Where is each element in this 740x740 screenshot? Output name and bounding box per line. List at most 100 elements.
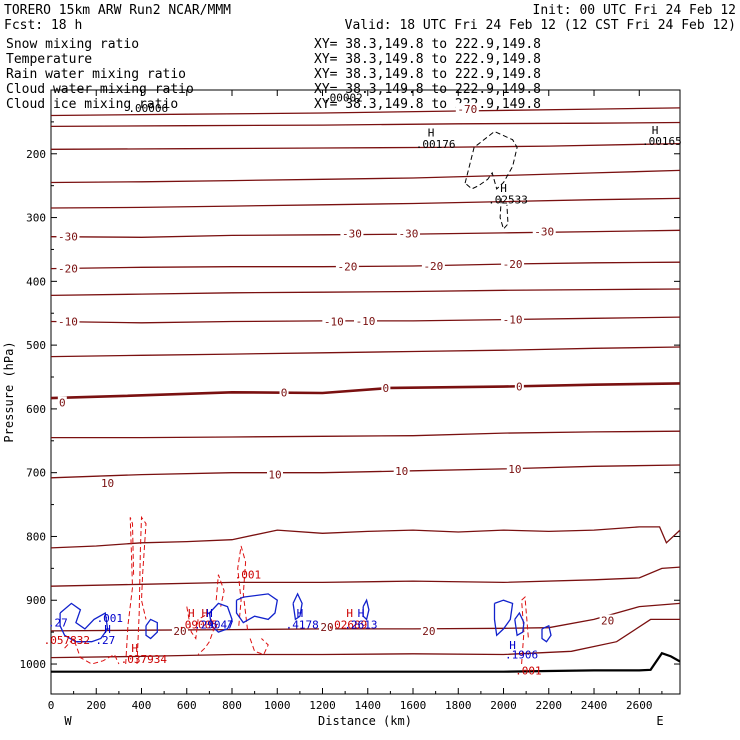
extremum-label: H xyxy=(104,623,111,636)
isotherm-label-bg xyxy=(57,396,67,408)
isotherm-label: 20 xyxy=(320,621,333,634)
y-tick-label: 500 xyxy=(26,339,46,352)
y-tick-label: 600 xyxy=(26,403,46,416)
isotherm-line xyxy=(50,169,681,184)
isotherm-label: 20 xyxy=(173,625,186,638)
extremum-label: .00006 xyxy=(128,102,168,115)
isotherm-label: 0 xyxy=(281,386,288,399)
isotherm-label-bg xyxy=(56,262,80,274)
x-tick-label: 200 xyxy=(86,699,106,712)
isotherm-label: -10 xyxy=(356,315,376,328)
isotherm-label: -30 xyxy=(58,231,78,244)
cloud-water-contour xyxy=(59,602,109,643)
x-tick-label: 1800 xyxy=(445,699,472,712)
isotherm-label: 10 xyxy=(395,465,408,478)
isotherm-label-bg xyxy=(514,380,524,392)
extremum-label: .00002 xyxy=(323,92,363,105)
isotherm-label: -20 xyxy=(58,263,78,276)
y-tick-label: 900 xyxy=(26,594,46,607)
isotherm-line xyxy=(50,142,681,150)
cloud-water-contours xyxy=(59,592,552,643)
snow-ice-contour xyxy=(499,198,509,231)
x-axis-end-east: E xyxy=(656,714,663,728)
extremum-label: .4178 xyxy=(286,618,319,631)
isotherm-label-bg xyxy=(396,227,420,239)
extremum-label: H xyxy=(652,124,659,137)
isotherm-label: -10 xyxy=(324,316,344,329)
extremum-label: H xyxy=(500,182,507,195)
isotherm-label-bg xyxy=(381,381,391,393)
x-axis-label: Distance (km) xyxy=(318,714,412,728)
isotherm-label-bg xyxy=(393,464,410,476)
legend-name: Temperature xyxy=(6,52,92,67)
y-axis-label: Pressure (hPa) xyxy=(2,341,16,442)
isotherm-label: 10 xyxy=(268,469,281,482)
y-tick-label: 300 xyxy=(26,212,46,225)
isotherm-label-bg xyxy=(354,314,377,326)
extremum-label: H xyxy=(188,607,195,620)
isotherm-label-bg xyxy=(421,260,445,272)
y-tick-label: 1000 xyxy=(20,658,47,671)
isotherm-line xyxy=(50,526,681,549)
isotherm-line xyxy=(50,382,681,400)
isotherm-label-bg xyxy=(99,476,116,488)
isotherm-line xyxy=(50,566,681,587)
terrain-line-path xyxy=(51,651,681,673)
header-init-time: Init: 00 UTC Fri 24 Feb 12 xyxy=(533,3,737,18)
extremum-label: .1906 xyxy=(505,648,538,661)
x-tick-label: 2200 xyxy=(536,699,563,712)
isotherm-line xyxy=(50,464,681,479)
isotherm-line xyxy=(50,121,681,128)
legend-xy: XY= 38.3,149.8 to 222.9,149.8 xyxy=(314,52,541,67)
isotherm-line xyxy=(50,107,681,117)
x-tick-label: 800 xyxy=(222,699,242,712)
extremum-label: .27 xyxy=(48,617,68,630)
rain-contour xyxy=(136,515,147,665)
cloud-water-contour xyxy=(541,624,552,643)
rain-contour xyxy=(249,638,269,656)
isotherm-line xyxy=(50,229,681,238)
isotherm-line xyxy=(50,346,681,358)
cloud-water-contour xyxy=(362,598,370,621)
isotherm-label: -20 xyxy=(337,261,357,274)
x-tick-label: 2400 xyxy=(581,699,608,712)
extremum-label: .001 xyxy=(515,664,542,677)
rain-contour xyxy=(215,574,225,607)
isotherm-label: 20 xyxy=(422,625,435,638)
isotherm-label: 20 xyxy=(601,615,614,628)
isotherm-label-bg xyxy=(340,227,364,239)
legend-xy: XY= 38.3,149.8 to 222.9,149.8 xyxy=(314,37,541,52)
x-tick-label: 2600 xyxy=(626,699,653,712)
x-tick-label: 2000 xyxy=(490,699,517,712)
isotherm-label-bg xyxy=(279,386,289,398)
legend-xy: XY= 38.3,149.8 to 222.9,149.8 xyxy=(314,67,541,82)
isotherm-label-bg xyxy=(501,313,525,325)
isotherm-label: -30 xyxy=(534,226,554,239)
legend-name: Snow mixing ratio xyxy=(6,37,139,52)
cloud-water-contour xyxy=(145,618,158,640)
x-axis-end-west: W xyxy=(64,714,72,728)
header-valid-time: Valid: 18 UTC Fri 24 Feb 12 (12 CST Fri … xyxy=(345,18,736,33)
isotherm-label: -30 xyxy=(399,228,419,241)
extremum-label: .02533 xyxy=(488,194,528,207)
x-tick-label: 600 xyxy=(177,699,197,712)
cloud-water-contour xyxy=(493,599,514,637)
isotherm-label-bg xyxy=(420,624,437,636)
cloud-water-contour xyxy=(208,602,233,633)
isotherm-line xyxy=(51,430,681,439)
legend: Snow mixing ratio XY= 38.3,149.8 to 222.… xyxy=(6,37,541,112)
extremum-label: H xyxy=(428,127,435,140)
legend-name: Rain water mixing ratio xyxy=(6,67,186,82)
rain-contour xyxy=(521,596,529,665)
x-tick-label: 1000 xyxy=(264,699,291,712)
isotherm-label: -20 xyxy=(503,258,523,271)
x-tick-label: 1400 xyxy=(355,699,382,712)
cloud-water-contour xyxy=(292,592,303,621)
isotherm-label-bg xyxy=(322,315,346,327)
isotherm-labels: -70 -30 -30 -30 -30 -20 -20 -20 -20 -10 -10 -10 -10 0… xyxy=(56,103,616,638)
isotherm-label: 10 xyxy=(508,463,521,476)
isotherm-label-bg xyxy=(532,225,556,237)
snow-ice-contour xyxy=(464,130,518,190)
